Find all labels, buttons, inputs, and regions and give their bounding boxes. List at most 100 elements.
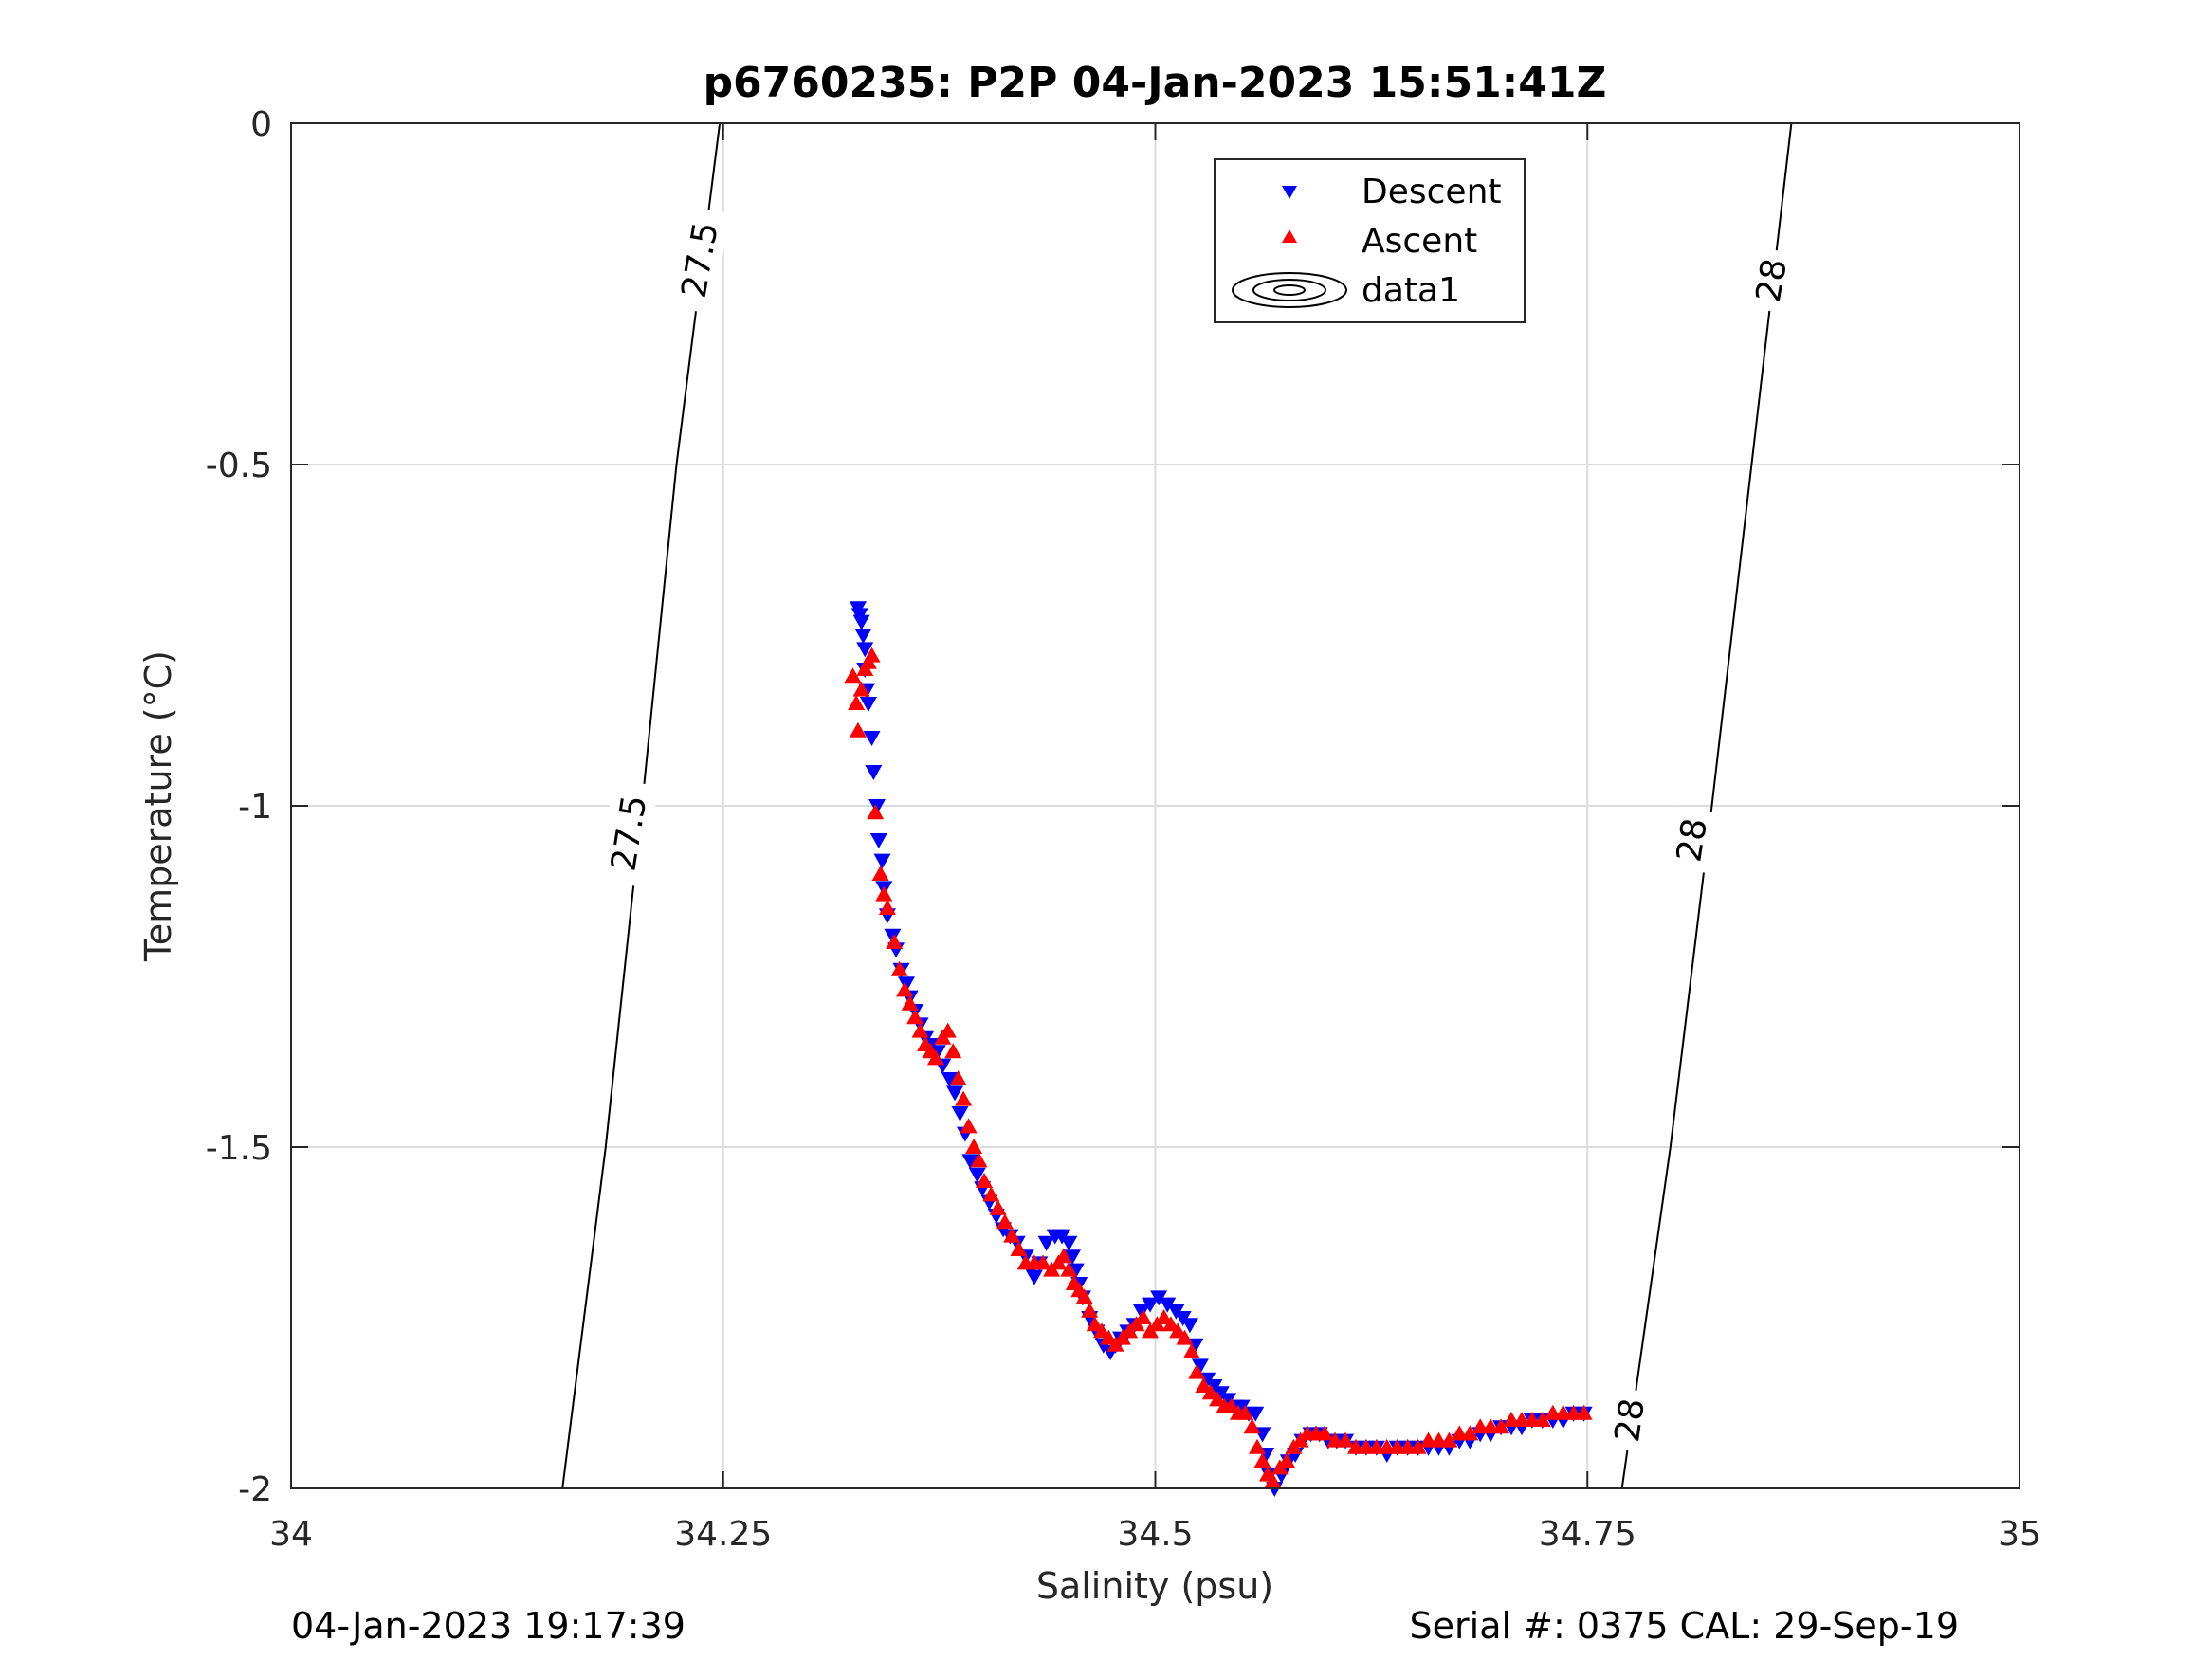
descent-point xyxy=(951,1106,969,1121)
contour-label-group: 28 xyxy=(1663,806,1719,874)
ascent-point xyxy=(1003,1227,1021,1243)
x-tick-label: 35 xyxy=(1998,1515,2041,1554)
ascent-point xyxy=(965,1139,983,1154)
descent-point xyxy=(1150,1290,1168,1306)
ascent-point xyxy=(848,695,866,710)
ascent-point xyxy=(1575,1404,1593,1420)
ascent-point xyxy=(1278,1452,1296,1468)
ascent-point xyxy=(955,1090,973,1106)
descent-point xyxy=(854,629,872,644)
ascent-point xyxy=(960,1118,978,1134)
descent-point xyxy=(1247,1406,1265,1422)
contour-label-group: 28 xyxy=(1601,1386,1656,1454)
ascent-point xyxy=(1222,1397,1240,1413)
ascent-point xyxy=(875,885,893,902)
ascent-point xyxy=(1092,1322,1110,1339)
ascent-point xyxy=(996,1213,1014,1230)
legend-ascent-label: Ascent xyxy=(1362,222,1477,261)
contour-label-gap xyxy=(1601,1386,1656,1454)
ascent-point xyxy=(1034,1254,1052,1270)
descent-point xyxy=(968,1167,986,1183)
ascent-point xyxy=(1081,1302,1099,1318)
legend-box xyxy=(1214,158,1526,323)
ascent-point xyxy=(863,647,881,663)
descent-point xyxy=(946,1085,964,1102)
ascent-point xyxy=(911,1022,929,1038)
chart-title: p6760235: P2P 04-Jan-2023 15:51:41Z xyxy=(704,59,1607,107)
ascent-point xyxy=(1337,1431,1355,1448)
ascent-point xyxy=(871,866,889,881)
ascent-point xyxy=(1100,1329,1118,1345)
contour-label-text: 28 xyxy=(1749,256,1795,305)
ascent-point xyxy=(989,1199,1007,1215)
y-tick-label: -1.5 xyxy=(206,1129,272,1168)
descent-point xyxy=(859,697,877,712)
ascent-point xyxy=(982,1186,1000,1202)
descent-point xyxy=(897,976,915,993)
ascent-point xyxy=(1243,1418,1261,1434)
descent-point xyxy=(1180,1318,1198,1334)
ascent-point xyxy=(1169,1322,1187,1339)
ascent-point xyxy=(890,960,908,976)
contour-label-gap xyxy=(597,778,659,887)
legend-ascent-marker xyxy=(1282,229,1297,243)
ascent-point xyxy=(926,1049,944,1066)
ascent-point xyxy=(886,934,904,949)
ascent-point xyxy=(1155,1309,1173,1324)
descent-point xyxy=(868,799,886,814)
axis-ticks: 34 34.25 34.5 34.75 35 0 -0.5 -1 -1.5 -2 xyxy=(206,105,2041,1554)
legend: Descent Ascent data1 xyxy=(1214,158,1526,323)
contour-label-group: 28 xyxy=(1743,246,1799,315)
contour-label-gap xyxy=(667,205,731,315)
ascent-point xyxy=(1054,1248,1072,1264)
ascent-point xyxy=(1010,1241,1028,1256)
ascent-point xyxy=(1253,1452,1271,1468)
descent-point xyxy=(869,833,887,848)
ascent-point xyxy=(849,721,867,738)
descent-point xyxy=(941,1072,959,1087)
legend-descent-label: Descent xyxy=(1362,173,1502,211)
legend-contour-icon xyxy=(1232,272,1347,308)
descent-point xyxy=(852,614,870,630)
ascent-point xyxy=(1161,1316,1179,1332)
descent-point xyxy=(884,928,902,944)
descent-point xyxy=(1132,1304,1150,1320)
ascent-point xyxy=(1060,1261,1078,1277)
density-contour-28 xyxy=(1620,122,1793,1489)
descent-point xyxy=(1037,1235,1055,1251)
ascent-point xyxy=(1409,1438,1427,1454)
x-axis-title: Salinity (psu) xyxy=(1036,1565,1273,1607)
ascent-point xyxy=(949,1070,967,1085)
ascent-point xyxy=(1440,1431,1458,1448)
ascent-point xyxy=(976,1173,994,1188)
ascent-point xyxy=(1201,1384,1219,1400)
legend-data1-label: data1 xyxy=(1362,271,1460,310)
descent-point xyxy=(961,1154,979,1170)
descent-point xyxy=(1025,1269,1043,1285)
descent-point xyxy=(873,853,891,869)
contour-label-text: 28 xyxy=(1670,815,1715,865)
ascent-point xyxy=(1182,1343,1200,1358)
ascent-point xyxy=(1086,1316,1104,1332)
series-ascent xyxy=(844,647,1593,1488)
ascent-point xyxy=(939,1022,957,1038)
contour-label-gap xyxy=(1663,806,1719,874)
contour-label-gap xyxy=(1743,246,1799,315)
y-tick-label: -0.5 xyxy=(206,447,272,485)
descent-point xyxy=(1063,1249,1081,1266)
y-tick-label: -1 xyxy=(238,788,272,827)
ascent-point xyxy=(901,994,919,1011)
ascent-point xyxy=(1075,1288,1093,1304)
x-tick-label: 34.25 xyxy=(674,1515,772,1554)
y-tick-label: 0 xyxy=(250,105,272,144)
x-tick-label: 34.75 xyxy=(1539,1515,1636,1554)
legend-descent-marker xyxy=(1282,186,1297,199)
y-tick-label: -2 xyxy=(238,1470,272,1509)
x-tick-label: 34.5 xyxy=(1117,1515,1193,1554)
ascent-point xyxy=(1209,1391,1227,1407)
ascent-point xyxy=(944,1043,962,1059)
descent-point xyxy=(1191,1358,1209,1375)
descent-point xyxy=(1142,1297,1160,1313)
ascent-point xyxy=(1533,1412,1551,1427)
ascent-point xyxy=(906,1009,924,1025)
